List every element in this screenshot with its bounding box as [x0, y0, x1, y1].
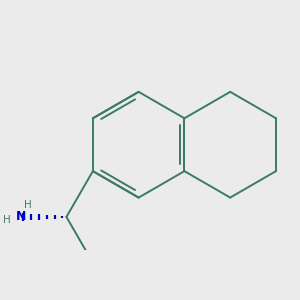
Text: N: N [16, 210, 27, 224]
Text: H: H [3, 214, 10, 225]
Text: H: H [24, 200, 32, 210]
